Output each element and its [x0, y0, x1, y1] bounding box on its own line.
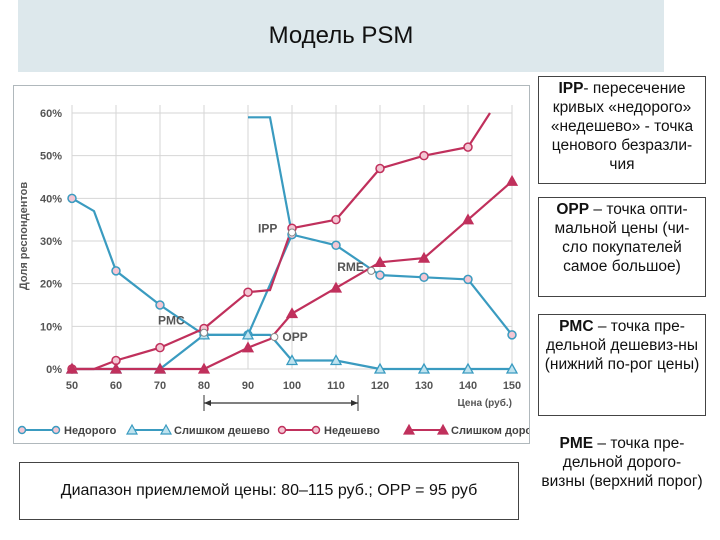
y-tick-label: 60% [40, 108, 62, 120]
data-point [331, 240, 341, 251]
legend-label: Слишком дорого [451, 425, 529, 437]
acceptable-range-text: Диапазон приемлемой цены: 80–115 руб.; O… [60, 482, 478, 499]
x-tick-label: 50 [66, 380, 78, 392]
legend-marker [311, 425, 321, 435]
chart-svg: 50 60 70 80 90 100 110 120 130 140 150 0% 10% 20% 30% 4… [17, 105, 529, 437]
x-axis-label: Цена (руб.) [457, 397, 512, 409]
data-point [241, 341, 255, 353]
note-opp-text: – точка опти-мальной цены (чи-сло покупа… [554, 201, 690, 275]
data-point [505, 362, 519, 374]
legend-marker [51, 425, 61, 435]
data-point [329, 281, 343, 293]
legend-marker [159, 423, 173, 435]
x-tick-label: 140 [459, 380, 477, 392]
series-line [71, 197, 513, 336]
annotation-label: IPP [258, 221, 277, 235]
data-point [419, 272, 429, 283]
data-point [419, 150, 429, 161]
legend-marker [402, 423, 416, 435]
y-tick-label: 20% [40, 279, 62, 291]
series-line-segment [248, 116, 294, 235]
data-point [111, 266, 121, 276]
legend-marker [125, 423, 139, 435]
note-opp: OPP – точка опти-мальной цены (чи-сло по… [538, 197, 706, 297]
legend-marker [277, 425, 287, 435]
data-point [507, 330, 517, 340]
annotation-point [200, 328, 208, 337]
series-line [72, 180, 513, 371]
data-point [329, 354, 343, 366]
data-point [461, 213, 475, 225]
x-tick-label: 60 [110, 380, 122, 392]
note-pme-abbr: PME [559, 435, 594, 452]
data-point [375, 270, 385, 280]
data-point [67, 193, 77, 204]
data-point [331, 214, 341, 225]
data-point [197, 362, 211, 374]
note-pmc-abbr: PMC [559, 318, 594, 335]
data-point [461, 362, 475, 374]
note-ipp-text: - пересечение кривых «недорого» «недешев… [550, 80, 694, 173]
y-tick-label: 10% [40, 321, 62, 333]
data-point [243, 287, 253, 297]
legend-marker [436, 423, 450, 435]
legend-label: Слишком дешево [174, 425, 270, 437]
annotation-label: RME [337, 260, 364, 274]
x-tick-label: 90 [242, 380, 254, 392]
data-point [285, 307, 299, 319]
data-point [417, 362, 431, 374]
y-tick-label: 40% [40, 193, 62, 205]
data-point [241, 328, 255, 340]
data-point [155, 342, 165, 353]
legend-marker [17, 425, 27, 435]
legend-label: Недешево [324, 425, 380, 437]
annotation-point [270, 333, 279, 341]
data-point [463, 274, 473, 285]
note-pmc-text: – точка пре-дельной дешевиз-ны (нижний п… [544, 318, 700, 373]
psm-chart: 50 60 70 80 90 100 110 120 130 140 150 0% 10% 20% 30% 4… [13, 85, 530, 444]
data-point [155, 300, 165, 310]
x-tick-label: 120 [371, 380, 389, 392]
y-tick-label: 30% [40, 236, 62, 248]
range-arrow-head-left [204, 400, 211, 406]
acceptable-range-box: Диапазон приемлемой цены: 80–115 руб.; O… [19, 462, 519, 520]
data-point [65, 362, 79, 374]
x-tick-label: 80 [198, 380, 210, 392]
data-point [373, 362, 387, 374]
y-tick-label: 50% [40, 151, 62, 163]
note-ipp-abbr: IPP [558, 80, 584, 97]
annotation-point [367, 266, 376, 275]
data-point [285, 354, 299, 366]
annotation-label: PMC [158, 314, 185, 328]
x-tick-label: 150 [503, 380, 521, 392]
legend-label: Недорого [64, 425, 117, 437]
data-point [373, 255, 387, 267]
data-point [153, 362, 167, 374]
data-point [417, 251, 431, 263]
note-pmc: PMC – точка пре-дельной дешевиз-ны (нижн… [538, 314, 706, 416]
x-tick-label: 110 [327, 380, 345, 392]
annotation-point [288, 228, 296, 237]
note-pme-text: – точка пре-дельной дорого-визны (верхни… [541, 435, 703, 490]
data-point [463, 142, 473, 152]
data-point [375, 163, 385, 174]
x-tick-label: 130 [415, 380, 433, 392]
note-pme: PME – точка пре-дельной дорого-визны (ве… [538, 432, 706, 524]
slide-title: Модель PSM [18, 0, 664, 72]
data-point [109, 362, 123, 374]
range-arrow-head-right [351, 400, 358, 406]
x-tick-label: 100 [283, 380, 301, 392]
y-axis-label: Доля респондентов [18, 182, 30, 290]
note-ipp: IPP- пересечение кривых «недорого» «неде… [538, 76, 706, 184]
data-point [505, 174, 519, 186]
x-tick-label: 70 [154, 380, 166, 392]
annotation-label: OPP [282, 330, 307, 344]
note-opp-abbr: OPP [556, 201, 590, 218]
y-tick-label: 0% [46, 364, 62, 376]
